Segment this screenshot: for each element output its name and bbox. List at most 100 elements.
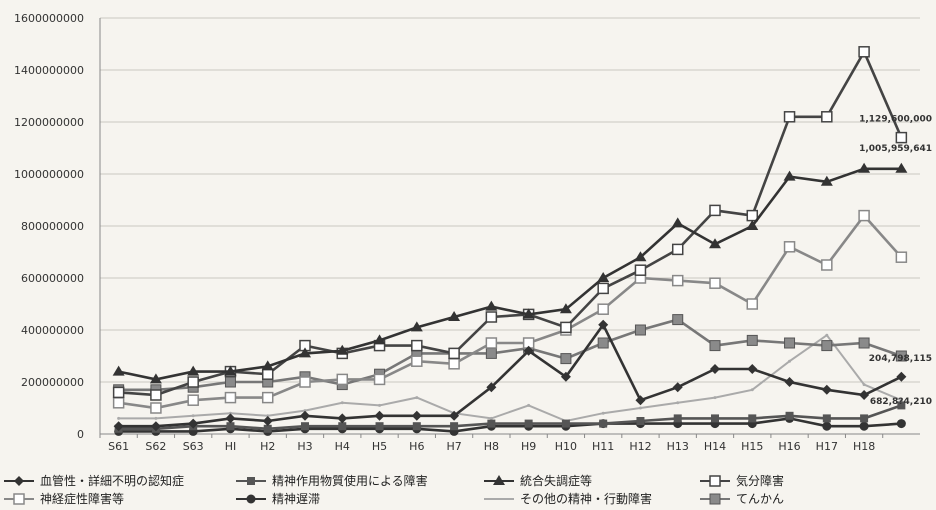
annotations: 1,129,600,000 1,005,959,641 682,8?4,210 204… [859, 115, 932, 408]
square-marker [412, 422, 421, 431]
series-line [118, 213, 903, 410]
diamond-marker [14, 475, 24, 486]
triangle-marker [299, 347, 311, 358]
square-marker [784, 337, 796, 349]
open-square-marker [112, 386, 125, 399]
diamond-marker [262, 416, 273, 426]
y-tick-label: 200000000 [21, 376, 84, 389]
square-marker [450, 422, 459, 431]
x-tick-label: H16 [778, 440, 800, 453]
series-line [118, 417, 902, 433]
open-square-marker [150, 389, 162, 401]
point-marker [117, 416, 121, 420]
open-square-marker [858, 209, 870, 222]
legend-swatch [236, 494, 266, 503]
triangle-marker [149, 373, 162, 384]
open-square-marker [411, 339, 423, 352]
x-tick-label: H9 [521, 440, 536, 453]
x-tick-label: H12 [629, 440, 651, 453]
square-marker [709, 340, 721, 352]
triangle-marker [671, 217, 684, 228]
legend-swatch [484, 474, 514, 485]
open-square-marker [709, 204, 721, 217]
circle-marker [246, 494, 256, 503]
x-tick-label: H4 [335, 440, 350, 453]
legend-swatch [700, 474, 730, 487]
circle-marker [896, 419, 906, 429]
square-marker [897, 401, 906, 410]
square-marker [858, 337, 870, 349]
series-line [118, 333, 902, 423]
diamond-marker [821, 384, 832, 395]
point-marker [415, 396, 419, 400]
open-square-marker [709, 474, 721, 487]
legend-label: てんかん [736, 492, 785, 506]
point-marker [825, 333, 829, 337]
open-square-marker [746, 209, 759, 222]
open-square-marker [597, 303, 609, 315]
point-marker [527, 403, 531, 407]
x-tick-label: S62 [145, 440, 166, 453]
open-square-marker [187, 376, 199, 388]
diamond-marker [672, 382, 683, 393]
legend-item: 気分障害 [700, 472, 784, 489]
open-square-marker [448, 347, 460, 360]
square-marker [636, 417, 645, 425]
square-marker [224, 376, 236, 388]
open-square-marker [671, 274, 684, 287]
square-marker [860, 414, 869, 423]
point-marker [228, 411, 232, 415]
diamond-marker [747, 364, 758, 374]
y-axis-ticks: 0 200000000 400000000 600000000 800000000 100… [14, 12, 84, 441]
open-square-marker [373, 373, 386, 386]
square-marker [748, 414, 757, 423]
series-group [112, 46, 908, 436]
point-marker [713, 396, 717, 400]
legend-swatch [236, 476, 266, 485]
series-line [118, 318, 902, 392]
open-square-marker [485, 337, 498, 349]
square-marker [524, 419, 533, 428]
point-marker [378, 403, 382, 407]
open-square-marker [13, 492, 25, 505]
square-marker [375, 422, 384, 431]
triangle-marker [895, 162, 908, 173]
square-marker [338, 422, 347, 431]
diamond-marker [560, 371, 571, 382]
legend-swatch [4, 475, 34, 486]
diamond-marker [374, 410, 385, 421]
series-line [118, 48, 903, 397]
legend-label: 統合失調症等 [520, 474, 593, 488]
open-square-marker [261, 368, 274, 380]
square-marker [561, 419, 570, 428]
legend-label: 精神作用物質使用による障害 [272, 474, 428, 488]
open-square-marker [411, 355, 423, 367]
diamond-marker [635, 395, 646, 406]
open-square-marker [187, 394, 199, 406]
series-0 [113, 319, 907, 432]
x-tick-label: H7 [446, 440, 461, 453]
diamond-marker [598, 319, 609, 330]
data-label: 1,129,600,000 [859, 115, 932, 125]
square-marker [485, 347, 497, 359]
open-square-marker [746, 298, 759, 310]
open-square-marker [448, 358, 460, 370]
triangle-marker [783, 170, 796, 181]
square-marker [301, 422, 309, 431]
square-marker [746, 334, 758, 346]
square-marker [487, 419, 496, 428]
open-square-marker [709, 277, 721, 289]
open-square-marker [671, 243, 684, 256]
triangle-marker [858, 162, 871, 173]
diamond-marker [150, 421, 161, 432]
x-tick-label: H3 [297, 440, 312, 453]
x-tick-label: S61 [108, 440, 129, 453]
square-marker [673, 414, 682, 423]
square-marker [821, 340, 833, 352]
open-square-marker [299, 376, 311, 388]
circle-marker [822, 421, 832, 431]
open-square-marker [821, 111, 833, 123]
legend-label: その他の精神・行動障害 [520, 492, 653, 506]
legend-item: 精神作用物質使用による障害 [236, 472, 428, 489]
point-marker [750, 388, 754, 392]
